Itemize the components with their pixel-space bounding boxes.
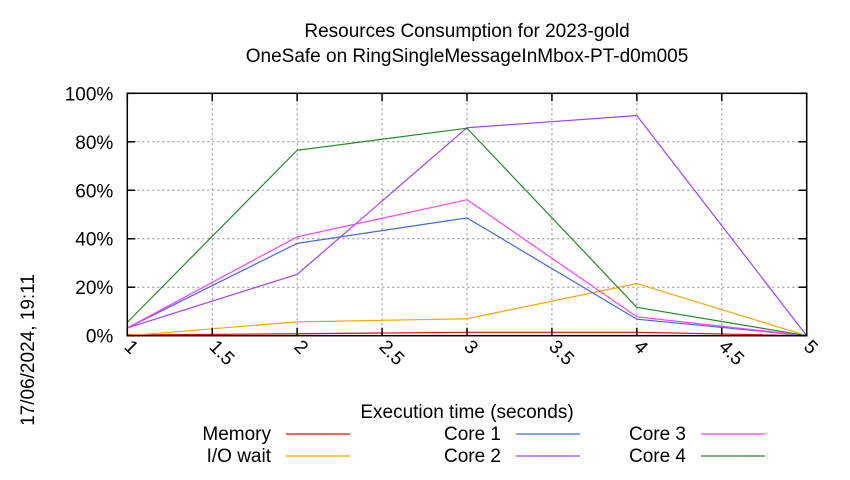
series-line-i-o-wait bbox=[127, 282, 807, 337]
legend-label: Core 2 bbox=[444, 446, 501, 467]
legend-label: I/O wait bbox=[207, 446, 272, 467]
axis-ticks: 0% 20% 40% 60% 80% 100% 1 1.5 2 2.5 3 3.5 4 4.5 5 bbox=[65, 84, 822, 370]
x-tick-label: 5 bbox=[799, 336, 821, 358]
x-tick-label: 2.5 bbox=[375, 336, 409, 370]
chart-title: Resources Consumption for 2023-gold bbox=[304, 21, 629, 42]
x-axis-label: Execution time (seconds) bbox=[360, 402, 573, 423]
y-tick-label: 20% bbox=[75, 278, 113, 299]
chart-subtitle: OneSafe on RingSingleMessageInMbox-PT-d0… bbox=[246, 46, 689, 67]
x-tick-label: 1 bbox=[120, 336, 142, 358]
y-tick-label: 100% bbox=[65, 84, 114, 105]
y-tick-label: 40% bbox=[75, 230, 113, 251]
x-tick-label: 3.5 bbox=[544, 336, 578, 370]
x-tick-label: 4.5 bbox=[714, 336, 748, 370]
grid bbox=[127, 93, 807, 336]
y-tick-label: 80% bbox=[75, 133, 113, 154]
legend-label: Core 1 bbox=[444, 424, 501, 445]
x-tick-label: 2 bbox=[290, 336, 312, 358]
x-tick-label: 1.5 bbox=[205, 336, 239, 370]
x-tick-label: 3 bbox=[459, 336, 481, 358]
legend-label: Core 4 bbox=[629, 446, 686, 467]
x-tick-label: 4 bbox=[629, 336, 652, 359]
legend-label: Core 3 bbox=[629, 424, 686, 445]
series-line-core-4 bbox=[126, 127, 807, 337]
series-line-core-1 bbox=[127, 217, 807, 337]
y-tick-label: 60% bbox=[75, 181, 113, 202]
legend-label: Memory bbox=[202, 424, 271, 445]
y-tick-label: 0% bbox=[86, 327, 114, 348]
series-line-core-3 bbox=[127, 199, 807, 337]
timestamp: 17/06/2024, 19:11 bbox=[18, 274, 39, 426]
